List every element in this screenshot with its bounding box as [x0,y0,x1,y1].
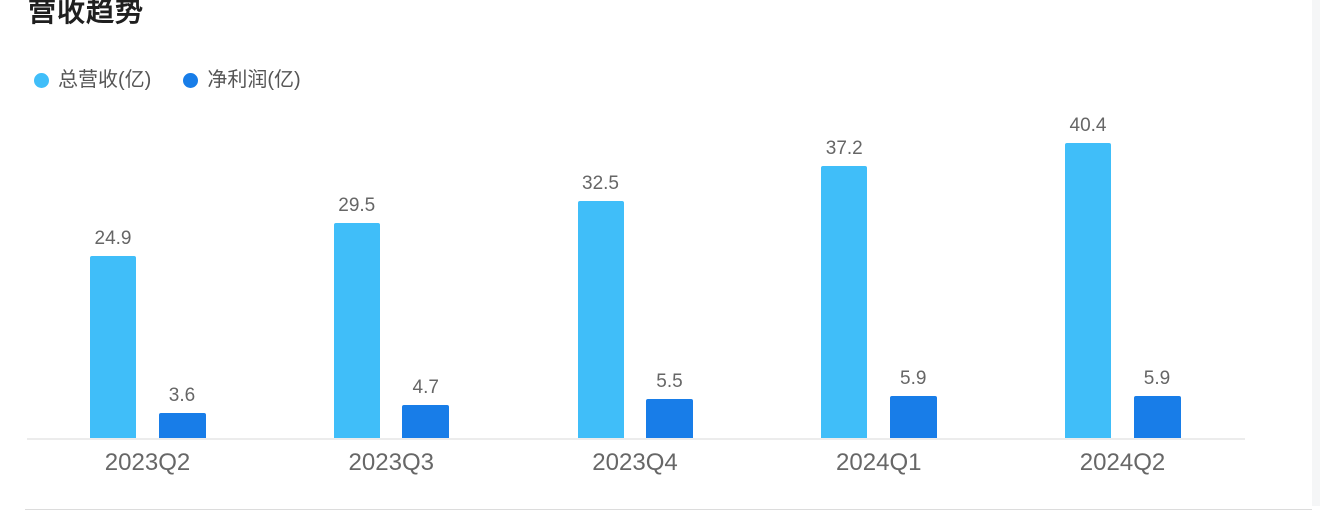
legend-item-profit[interactable]: 净利润(亿) [183,68,301,92]
bar-revenue[interactable] [1065,143,1111,439]
x-axis-line [27,438,1245,440]
bar-value-profit: 4.7 [412,377,439,398]
bar-value-profit: 5.9 [1143,368,1171,389]
legend-label-profit: 净利润(亿) [207,69,301,91]
bar-profit[interactable] [158,413,206,439]
bar-value-revenue: 29.5 [338,195,376,216]
bar-value-revenue: 37.2 [825,138,863,159]
legend-label-revenue: 总营收(亿) [58,69,152,91]
bar-revenue[interactable] [821,166,868,439]
bar-value-profit: 5.5 [656,371,683,392]
x-axis-category-label: 2023Q3 [348,449,434,476]
bar-profit[interactable] [646,399,693,439]
bar-profit[interactable] [1133,396,1181,439]
x-axis-category-label: 2024Q2 [1079,449,1166,476]
bar-revenue[interactable] [577,201,624,439]
bar-revenue[interactable] [90,256,136,439]
x-axis-category-label: 2023Q4 [592,449,678,476]
bottom-divider [25,509,1312,510]
x-axis-category-label: 2024Q1 [836,449,922,476]
scrollbar-track[interactable] [1312,0,1320,506]
bar-value-revenue: 24.9 [94,228,132,249]
chart-legend: 总营收(亿) 净利润(亿) [34,68,301,92]
bar-revenue[interactable] [333,223,380,439]
legend-dot-revenue-icon [34,72,49,88]
x-axis-category-label: 2023Q2 [104,449,191,476]
bar-value-revenue: 40.4 [1069,115,1107,136]
chart-title: 营收趋势 [28,0,145,27]
bar-value-profit: 3.6 [168,385,196,406]
legend-dot-profit-icon [183,72,199,88]
legend-item-revenue[interactable]: 总营收(亿) [34,68,151,92]
bar-value-revenue: 32.5 [582,173,619,194]
bar-value-profit: 5.9 [900,368,927,389]
bar-profit[interactable] [889,396,937,439]
bar-profit[interactable] [402,405,450,439]
